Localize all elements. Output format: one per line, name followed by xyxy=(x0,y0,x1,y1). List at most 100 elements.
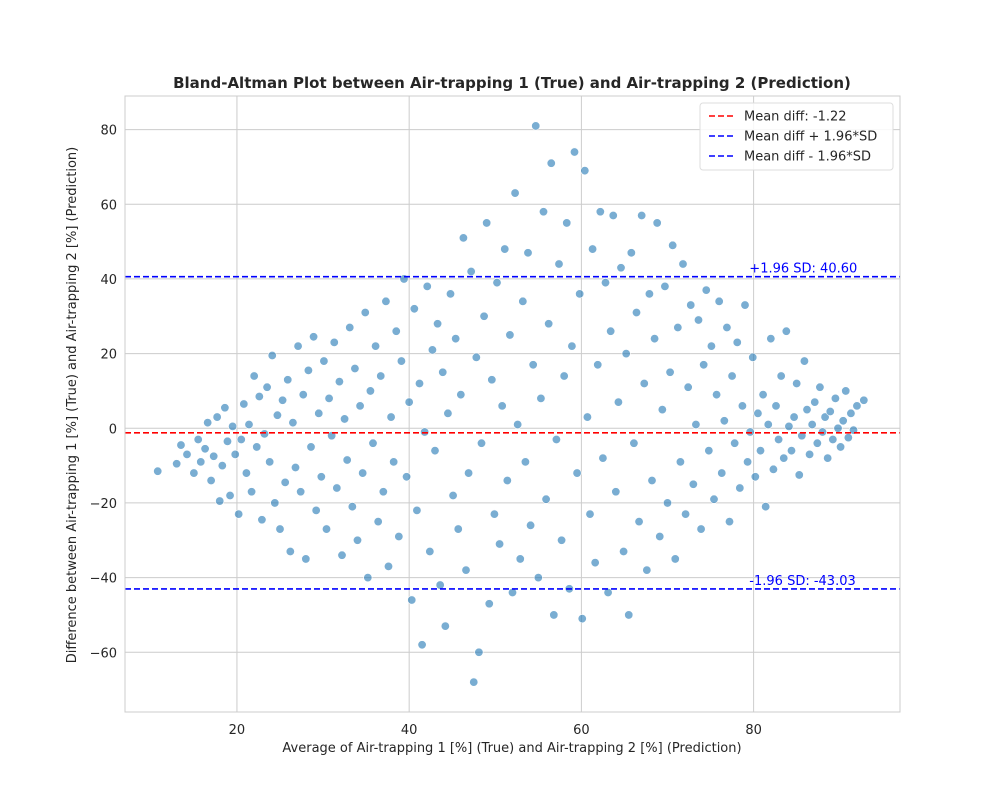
data-point xyxy=(306,442,316,452)
data-point xyxy=(254,392,264,402)
data-point xyxy=(471,352,481,362)
data-point xyxy=(513,420,523,430)
y-tick-label: −60 xyxy=(90,646,117,661)
data-point xyxy=(267,350,277,360)
data-point xyxy=(409,304,419,314)
data-point xyxy=(453,524,463,534)
data-point xyxy=(660,281,670,291)
data-point xyxy=(196,457,206,467)
data-point xyxy=(722,322,732,332)
data-point xyxy=(487,375,497,385)
data-point xyxy=(590,558,600,568)
data-point xyxy=(275,524,285,534)
data-point xyxy=(815,382,825,392)
y-axis-label: Difference between Air-trapping 1 [%] (T… xyxy=(65,147,80,663)
data-point xyxy=(582,412,592,422)
data-point xyxy=(846,408,856,418)
data-point xyxy=(859,395,869,405)
data-point xyxy=(688,479,698,489)
data-point xyxy=(321,524,331,534)
data-point xyxy=(445,289,455,299)
data-point xyxy=(639,378,649,388)
data-point xyxy=(417,640,427,650)
data-point xyxy=(613,397,623,407)
data-point xyxy=(347,502,357,512)
data-point xyxy=(200,444,210,454)
data-point xyxy=(383,561,393,571)
data-point xyxy=(476,438,486,448)
legend-label: Mean diff + 1.96*SD xyxy=(744,130,877,145)
data-point xyxy=(316,472,326,482)
data-point xyxy=(373,517,383,527)
data-point xyxy=(443,408,453,418)
data-point xyxy=(817,427,827,437)
data-point xyxy=(706,341,716,351)
data-point xyxy=(451,334,461,344)
data-point xyxy=(412,505,422,515)
y-tick-label: 40 xyxy=(100,273,117,288)
data-point xyxy=(217,461,227,471)
data-point xyxy=(603,588,613,598)
data-point xyxy=(611,487,621,497)
data-point xyxy=(662,498,672,508)
legend-label: Mean diff - 1.96*SD xyxy=(744,150,871,165)
data-point xyxy=(172,459,182,469)
data-point xyxy=(828,434,838,444)
data-point xyxy=(290,462,300,472)
data-point xyxy=(789,412,799,422)
data-point xyxy=(324,393,334,403)
data-point xyxy=(709,494,719,504)
data-point xyxy=(340,414,350,424)
data-point xyxy=(404,397,414,407)
data-point xyxy=(569,147,579,157)
data-point xyxy=(189,468,199,478)
data-point xyxy=(355,401,365,411)
data-point xyxy=(745,427,755,437)
data-point xyxy=(743,457,753,467)
data-point xyxy=(391,326,401,336)
data-point xyxy=(776,371,786,381)
data-point xyxy=(482,218,492,228)
plot-area: 20 40 60 80 −60 −40 −20 0 20 40 60 80 +1.96 SD: 40.6… xyxy=(90,95,901,738)
data-point xyxy=(332,483,342,493)
data-point xyxy=(750,472,760,482)
data-point xyxy=(402,472,412,482)
data-point xyxy=(686,300,696,310)
data-point xyxy=(836,442,846,452)
data-point xyxy=(518,296,528,306)
data-point xyxy=(691,420,701,430)
data-point xyxy=(365,386,375,396)
data-point xyxy=(420,427,430,437)
y-tick-label: 0 xyxy=(109,422,117,437)
data-point xyxy=(580,166,590,176)
data-point xyxy=(396,356,406,366)
data-point xyxy=(492,278,502,288)
data-point xyxy=(500,244,510,254)
data-point xyxy=(577,614,587,624)
data-point xyxy=(247,487,257,497)
x-tick-label: 60 xyxy=(573,723,590,738)
data-point xyxy=(456,390,466,400)
x-tick-label: 20 xyxy=(229,723,246,738)
data-point xyxy=(345,322,355,332)
legend-label: Mean diff: -1.22 xyxy=(744,110,847,125)
data-point xyxy=(549,610,559,620)
data-point xyxy=(737,401,747,411)
data-point xyxy=(536,393,546,403)
data-point xyxy=(781,326,791,336)
data-point xyxy=(784,421,794,431)
data-point xyxy=(724,517,734,527)
legend-box xyxy=(699,102,894,171)
data-point xyxy=(712,390,722,400)
data-point xyxy=(225,490,235,500)
data-point xyxy=(572,468,582,478)
y-tick-label: −40 xyxy=(90,572,117,587)
data-point xyxy=(520,457,530,467)
data-point xyxy=(350,364,360,374)
data-point xyxy=(657,405,667,415)
data-point xyxy=(526,520,536,530)
data-point xyxy=(748,352,758,362)
data-point xyxy=(360,308,370,318)
y-tick-label: −20 xyxy=(90,497,117,512)
